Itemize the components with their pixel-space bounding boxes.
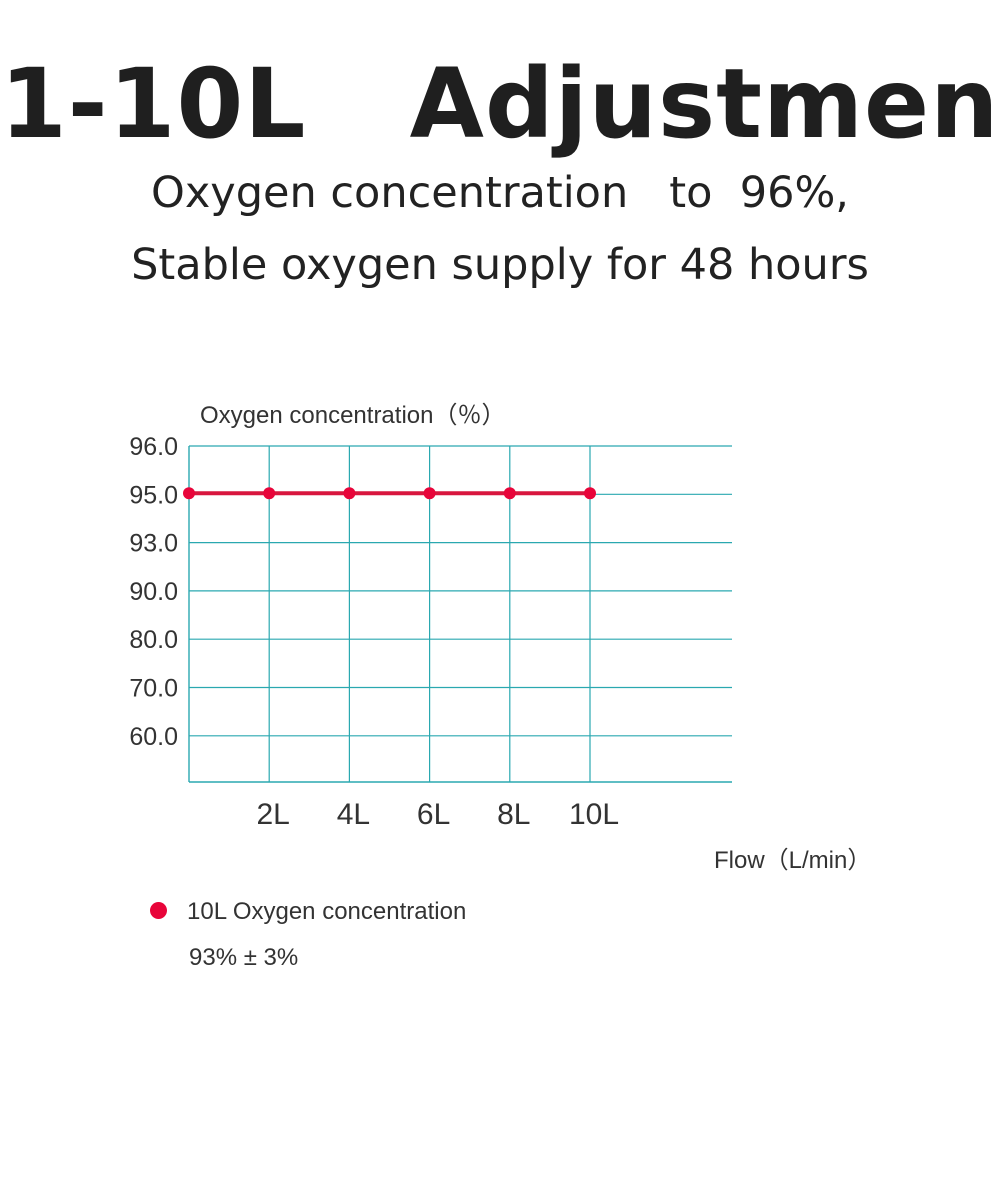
- legend-note: 93% ± 3%: [189, 944, 299, 971]
- y-tick-label: 95.0: [129, 481, 178, 509]
- x-axis-label: Flow（L/min）: [714, 847, 871, 874]
- x-tick-label: 6L: [417, 798, 450, 831]
- x-tick-label: 2L: [257, 798, 290, 831]
- data-point: [584, 487, 596, 500]
- data-point: [343, 487, 356, 500]
- y-axis-label: Oxygen concentration（％）: [200, 402, 505, 429]
- y-tick-label: 80.0: [129, 626, 178, 654]
- data-point: [503, 487, 516, 500]
- x-tick-label: 10L: [569, 798, 619, 831]
- legend-item: 10L Oxygen concentration: [150, 898, 466, 926]
- page-title: 1-10L Adjustment: [0, 48, 1000, 160]
- y-tick-label: 96.0: [129, 433, 178, 461]
- x-tick-label: 4L: [337, 798, 370, 831]
- x-tick-label: 8L: [497, 798, 530, 831]
- y-tick-label: 90.0: [129, 578, 178, 606]
- subtitle-line-2: Stable oxygen supply for 48 hours: [131, 240, 869, 290]
- legend-dot-icon: [150, 902, 167, 920]
- y-tick-label: 60.0: [129, 723, 178, 751]
- y-tick-label: 93.0: [129, 530, 178, 558]
- data-point: [183, 487, 195, 500]
- legend-label: 10L Oxygen concentration: [187, 898, 467, 925]
- data-point: [423, 487, 436, 500]
- subtitle-line-1: Oxygen concentration to 96%,: [151, 168, 849, 218]
- data-point: [263, 487, 276, 500]
- y-tick-label: 70.0: [129, 675, 178, 703]
